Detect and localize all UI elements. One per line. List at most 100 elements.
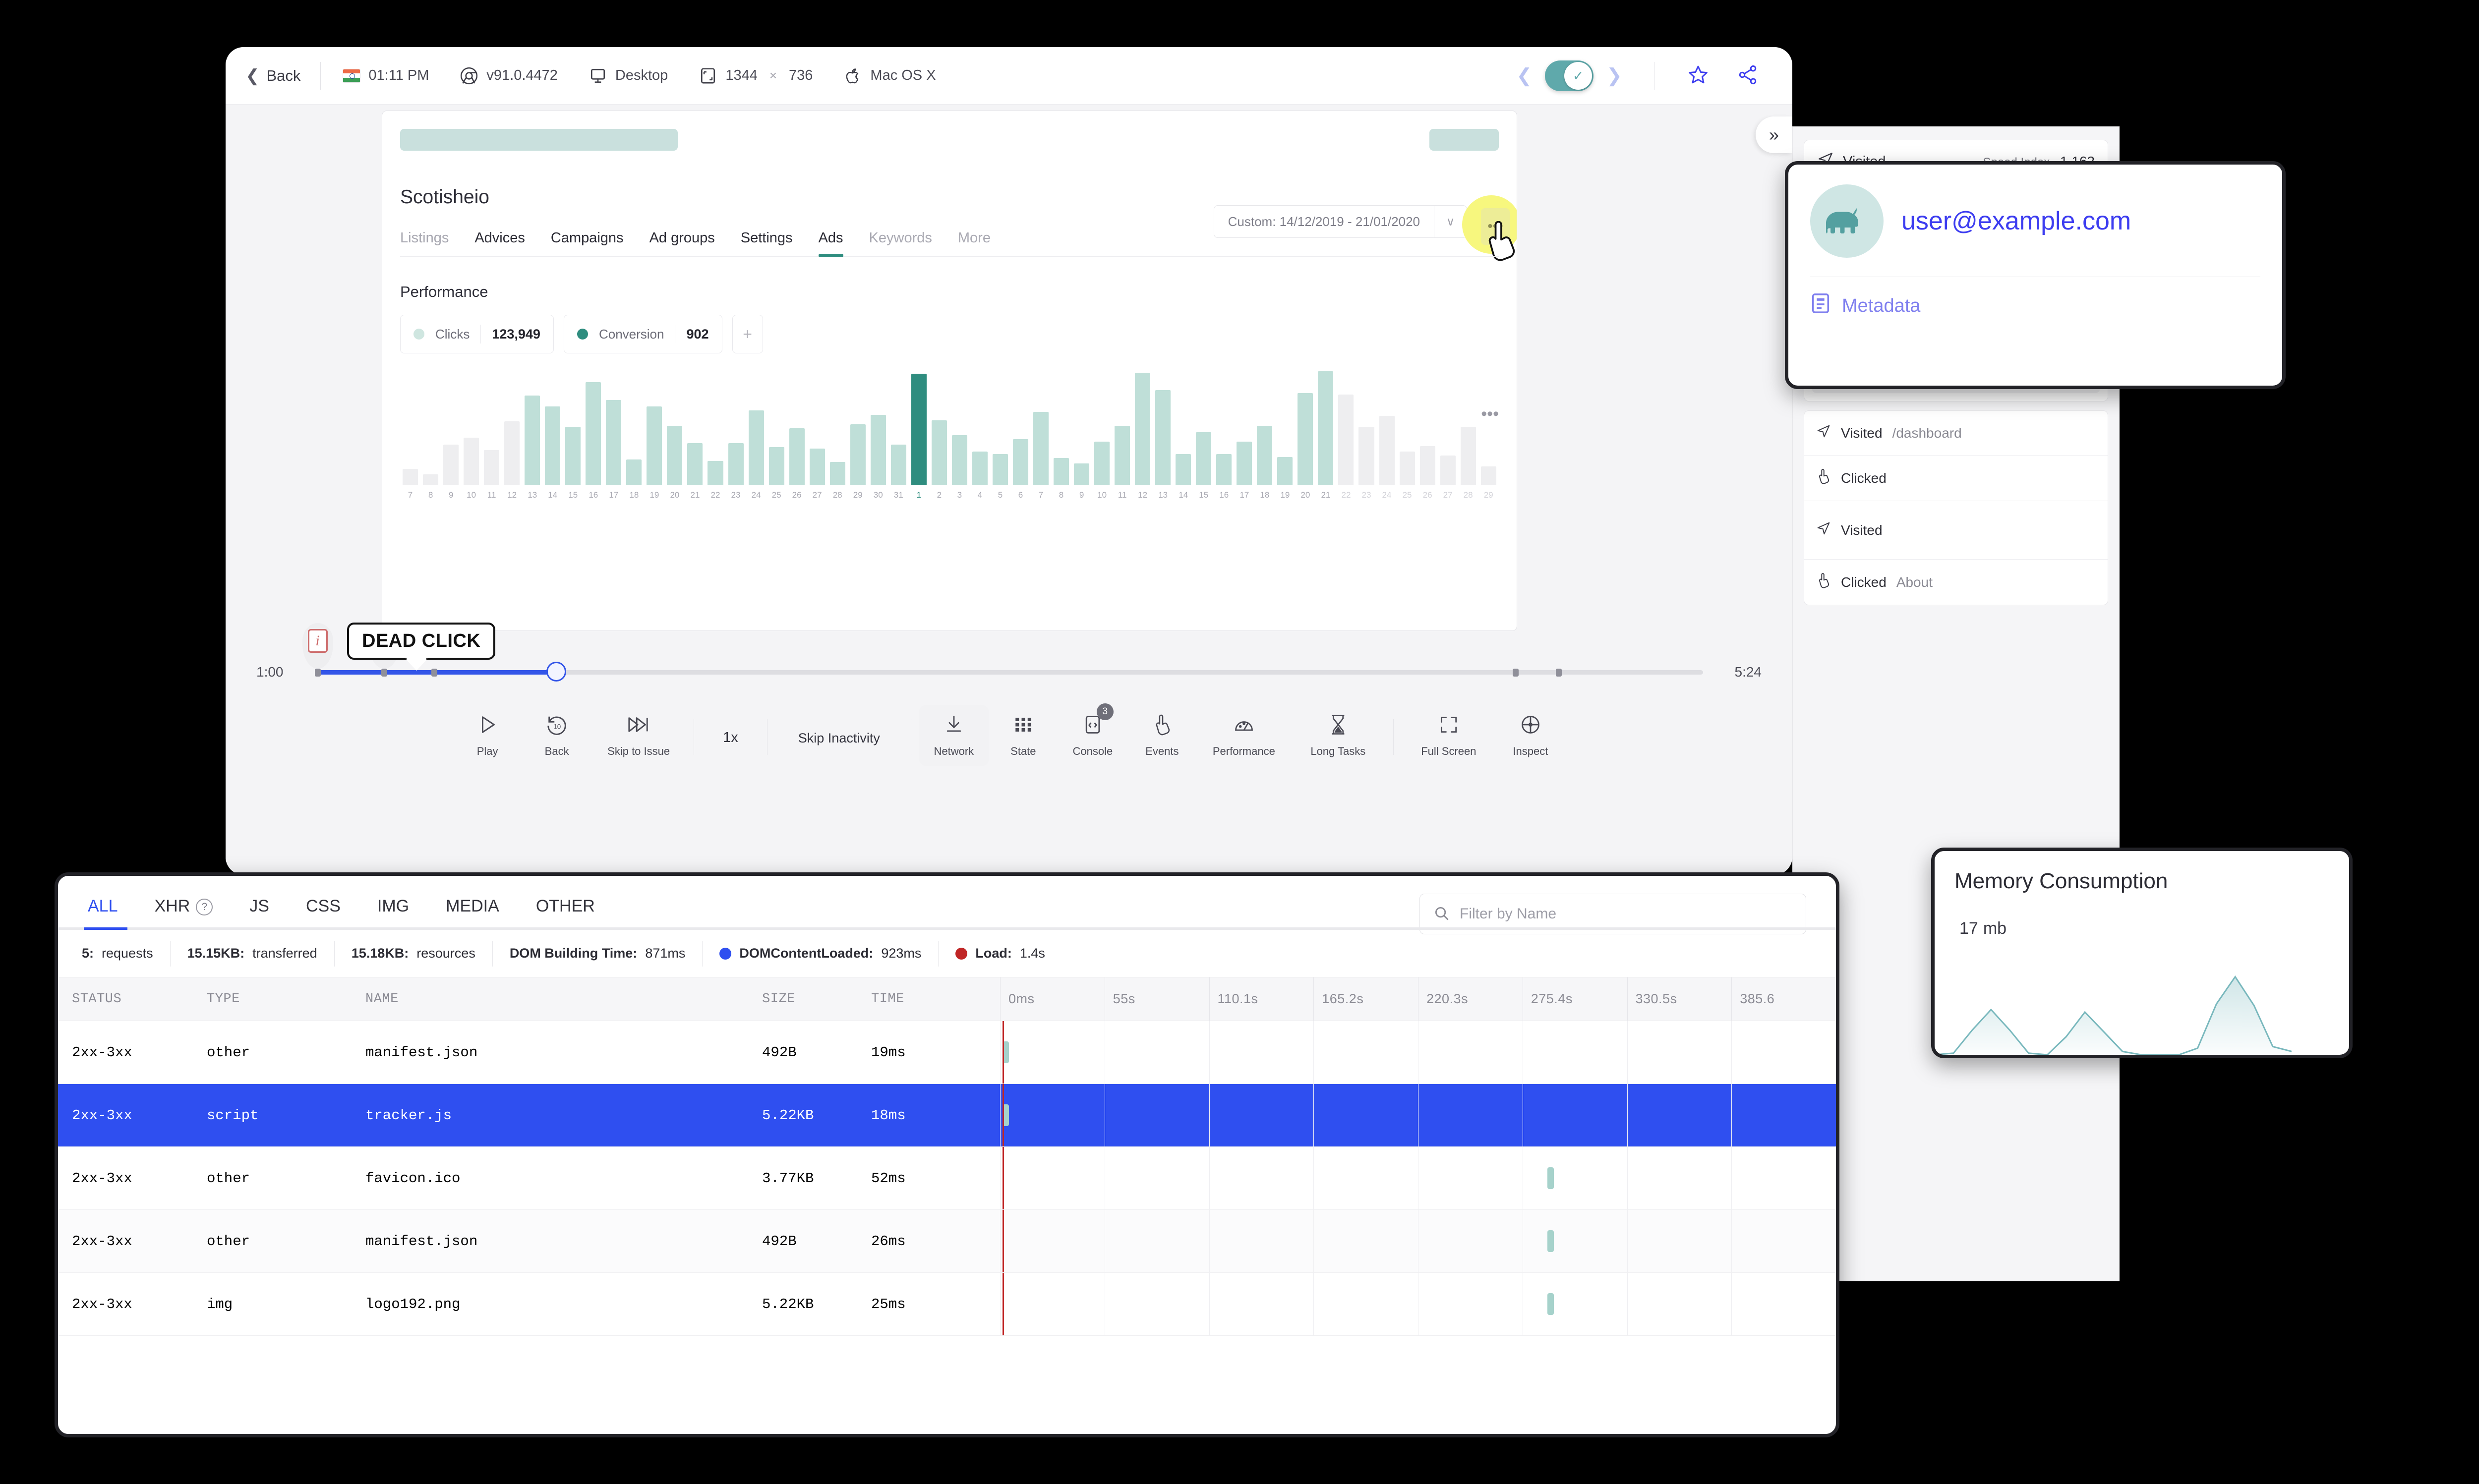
tab-all[interactable]: ALL [88,897,118,915]
next-session-button[interactable]: ❯ [1606,65,1622,86]
tab-advices[interactable]: Advices [474,230,525,246]
summary-transferred-label: transferred [252,946,317,961]
panel-tab-network[interactable]: Network [919,705,989,766]
meta-browser-label: v91.0.4472 [486,67,558,83]
timeline-event-tick[interactable] [1555,669,1562,677]
chart-bar [1216,454,1232,485]
list-item[interactable]: Clicked [1804,456,2108,501]
waterfall-tick: 275.4s [1522,977,1627,1021]
panel-tab-console[interactable]: 3 Console [1058,703,1127,766]
metadata-link[interactable]: Metadata [1810,292,2260,320]
network-requests-table: STATUS TYPE NAME SIZE TIME 0ms 55s 110.1s 1… [58,977,1836,1336]
skip-to-issue-button[interactable]: Skip to Issue [591,705,686,766]
summary-requests: 5: requests [58,940,171,967]
chart-bar [1460,427,1476,485]
table-row[interactable]: 2xx-3xx script tracker.js 5.22KB 18ms [58,1084,1836,1147]
timeline-end-time: 5:24 [1734,664,1762,680]
full-screen-button[interactable]: Full Screen [1402,705,1496,766]
issue-marker[interactable]: i [302,623,333,669]
table-row[interactable]: 2xx-3xx other manifest.json 492B 19ms [58,1021,1836,1084]
metric-chip-clicks[interactable]: Clicks 123,949 [400,315,554,353]
column-size[interactable]: SIZE [762,991,795,1007]
table-row[interactable]: 2xx-3xx other favicon.ico 3.77KB 52ms [58,1147,1836,1210]
tab-more[interactable]: More [957,230,991,246]
timeline-handle[interactable] [546,662,567,682]
tab-img[interactable]: IMG [377,897,410,915]
tab-campaigns[interactable]: Campaigns [550,230,624,246]
column-type[interactable]: TYPE [207,991,240,1007]
tab-ads[interactable]: Ads [818,230,843,257]
skip-to-issue-label: Skip to Issue [607,745,670,757]
tab-xhr[interactable]: XHR? [155,897,213,930]
column-time[interactable]: TIME [871,991,904,1007]
playback-speed-button[interactable]: 1x [723,730,738,745]
metadata-label: Metadata [1842,295,1921,316]
list-item[interactable]: Visited [1804,501,2108,560]
tab-ad-groups[interactable]: Ad groups [649,230,715,246]
session-replay-window: ❮ Back 01:11 PM v91.0.4472 [226,47,1792,875]
metric-chip-conversion[interactable]: Conversion 902 [563,315,722,353]
panel-tab-events[interactable]: Events [1127,705,1197,766]
tab-media[interactable]: MEDIA [446,897,499,915]
session-toggle[interactable]: ✓ [1545,60,1594,91]
add-metric-button[interactable]: + [732,315,763,353]
tab-settings[interactable]: Settings [740,230,793,246]
column-name[interactable]: NAME [365,991,399,1007]
tab-js[interactable]: JS [249,897,269,915]
meta-os: Mac OS X [843,66,966,85]
prev-session-button[interactable]: ❮ [1516,65,1533,86]
chart-bar [586,382,601,485]
column-status[interactable]: STATUS [72,991,122,1007]
panel-tab-long-tasks[interactable]: Long Tasks [1291,705,1385,766]
memory-title: Memory Consumption [1954,869,2168,893]
waterfall-tick: 55s [1104,977,1209,1021]
tab-css[interactable]: CSS [305,897,341,915]
inspect-button[interactable]: Inspect [1496,705,1565,766]
timeline-event-tick[interactable] [381,669,387,677]
tab-keywords[interactable]: Keywords [869,230,932,246]
request-type: img [207,1296,233,1313]
cursor-pointer-icon [1484,221,1517,266]
date-range-picker[interactable]: Custom: 14/12/2019 - 21/01/2020 ∨ [1213,205,1467,238]
share-icon[interactable] [1723,64,1772,88]
filter-input-wrapper[interactable]: Filter by Name [1419,894,1806,934]
help-icon[interactable]: ? [196,899,213,916]
panel-tab-state[interactable]: State [989,705,1058,766]
skip-inactivity-toggle[interactable]: Skip Inactivity [798,731,880,745]
waterfall-cell [1000,1147,1836,1209]
waterfall-gridlines [1000,1210,1836,1272]
star-icon[interactable] [1673,64,1723,88]
waterfall-bar [1003,1041,1009,1063]
summary-dom-building-label: DOM Building Time: [509,946,638,961]
tab-other[interactable]: OTHER [535,897,595,915]
table-row[interactable]: 2xx-3xx img logo192.png 5.22KB 25ms [58,1273,1836,1336]
waterfall-gridlines [1000,1021,1836,1084]
chart-xlabel: 24 [751,490,761,500]
waterfall-tick: 110.1s [1209,977,1314,1021]
timeline-event-tick[interactable] [431,669,437,677]
back-button[interactable]: ❮ Back [245,67,320,85]
chevrons-right-icon[interactable]: » [1756,116,1792,153]
timeline-scrubber[interactable]: i i [302,623,1703,682]
chart-xlabel: 3 [957,490,962,500]
resolution-icon [699,66,717,85]
chart-bar [484,450,500,485]
chart-bar [972,451,988,485]
request-status: 2xx-3xx [72,1107,132,1124]
section-more-icon[interactable]: ••• [1481,404,1499,423]
chevron-down-icon[interactable]: ∨ [1434,206,1467,237]
chart-xlabel: 13 [1158,490,1168,500]
play-button[interactable]: Play [453,705,522,766]
tab-listings[interactable]: Listings [400,230,449,246]
user-email[interactable]: user@example.com [1901,207,2131,235]
panel-tab-performance[interactable]: Performance [1197,705,1291,766]
back-10-button[interactable]: 10 Back [522,705,591,766]
table-row[interactable]: 2xx-3xx other manifest.json 492B 26ms [58,1210,1836,1273]
timeline-event-tick[interactable] [1513,669,1519,677]
navigation-icon [1816,424,1831,442]
chart-xlabel: 10 [467,490,476,500]
timeline-event-tick[interactable] [314,669,321,677]
list-item[interactable]: Visited /dashboard [1804,411,2108,456]
metric-value: 123,949 [492,326,540,342]
list-item[interactable]: Clicked About [1804,560,2108,605]
